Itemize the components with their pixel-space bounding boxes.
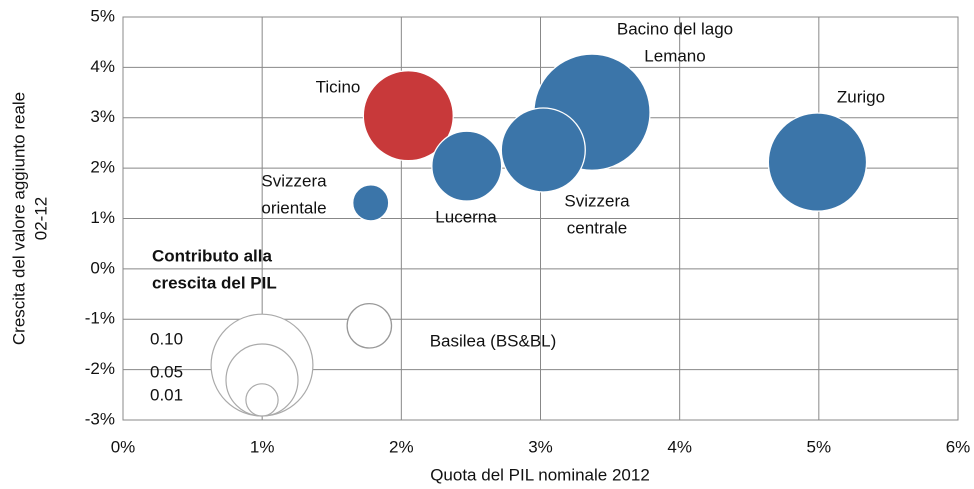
x-tick-label: 3% [528, 437, 553, 456]
point-label: centrale [567, 218, 627, 237]
y-axis-label: 02-12 [31, 197, 50, 240]
point-label: Lemano [644, 46, 705, 65]
y-tick-label: 5% [90, 6, 115, 25]
legend-title: Contributo alla [152, 246, 272, 265]
x-tick-label: 1% [250, 437, 275, 456]
plot-frame [122, 16, 959, 421]
legend-label: 0.10 [150, 329, 183, 348]
y-tick-label: 3% [90, 107, 115, 126]
y-tick-label: -1% [85, 309, 115, 328]
x-tick-label: 4% [667, 437, 692, 456]
legend-label: 0.01 [150, 385, 183, 404]
point-label: Bacino del lago [617, 19, 733, 38]
y-tick-label: -2% [85, 359, 115, 378]
point-label: Zurigo [837, 87, 885, 106]
x-tick-label: 2% [389, 437, 414, 456]
point-label: Basilea (BS&BL) [430, 331, 557, 350]
y-tick-label: 4% [90, 57, 115, 76]
point-label: Svizzera [564, 191, 630, 210]
y-axis-label: Crescita del valore aggiunto reale [9, 92, 28, 345]
bubble [362, 70, 454, 162]
point-label: Lucerna [435, 207, 497, 226]
x-axis-label: Quota del PIL nominale 2012 [430, 465, 650, 484]
y-tick-label: -3% [85, 409, 115, 428]
bubble [346, 302, 393, 349]
legend-label: 0.05 [150, 362, 183, 381]
bubble [767, 112, 868, 212]
y-tick-label: 2% [90, 158, 115, 177]
legend-title: crescita del PIL [152, 273, 277, 292]
x-tick-label: 5% [807, 437, 832, 456]
y-tick-label: 0% [90, 258, 115, 277]
bubble [431, 130, 503, 202]
bubble [352, 184, 390, 222]
point-label: Ticino [316, 77, 361, 96]
x-tick-label: 6% [946, 437, 971, 456]
point-label: Svizzera [261, 171, 327, 190]
x-tick-label: 0% [111, 437, 136, 456]
legend-bubble [245, 383, 279, 417]
bubble [500, 107, 586, 193]
y-tick-label: 1% [90, 208, 115, 227]
point-label: orientale [261, 198, 326, 217]
